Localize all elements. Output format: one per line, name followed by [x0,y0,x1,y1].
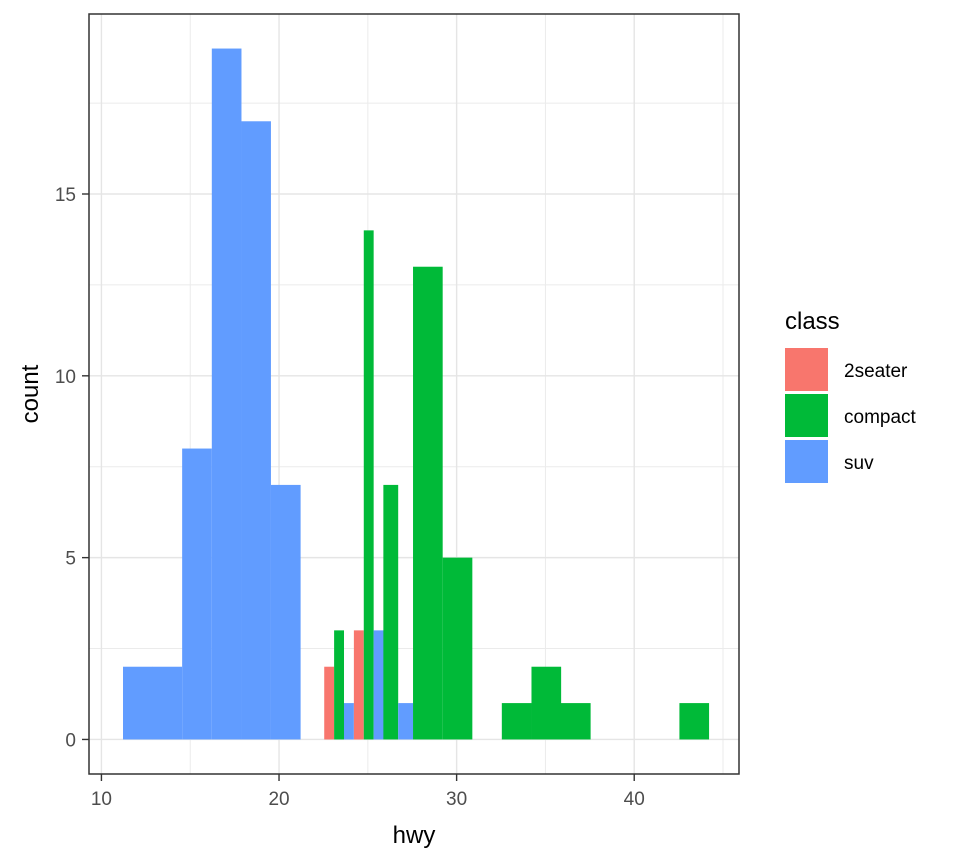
y-tick-label: 5 [65,549,76,570]
bar-compact [363,230,374,740]
bar-compact [334,630,344,740]
bars-layer [123,48,710,740]
bar-compact [679,703,710,740]
bar-suv [241,121,271,740]
y-axis-title: count [17,364,44,423]
legend-key-suv [785,440,828,483]
bar-suv [373,630,384,740]
legend-key-2seater [785,348,828,391]
x-tick-label: 20 [268,789,289,810]
bar-compact [531,666,562,740]
bar-compact [383,484,399,740]
bar-compact [501,703,532,740]
x-tick-label: 10 [91,789,112,810]
bar-suv [211,48,242,740]
bar-suv [182,448,212,740]
legend: class 2seater compact suv [785,308,917,483]
legend-title: class [785,308,840,335]
bar-compact [442,557,473,740]
bar-compact [560,703,591,740]
bar-compact [413,266,443,740]
legend-key-compact [785,394,828,437]
x-axis: 10 20 30 40 [91,774,645,810]
y-axis: 0 5 10 15 [55,185,89,751]
y-tick-label: 10 [55,367,76,388]
x-axis-title: hwy [393,822,436,849]
y-tick-label: 15 [55,185,76,206]
plot-panel-border [88,13,740,775]
bar-2seater [353,630,364,740]
bar-suv [152,666,183,740]
bar-suv [398,703,414,740]
x-tick-label: 30 [446,789,467,810]
legend-label-suv: suv [844,453,874,474]
y-tick-label: 0 [65,730,76,751]
x-tick-label: 40 [624,789,645,810]
bar-suv [270,484,301,740]
legend-label-compact: compact [844,407,917,428]
bar-suv [123,666,153,740]
bar-suv [343,703,354,740]
bar-2seater [324,666,335,740]
legend-label-2seater: 2seater [844,361,908,382]
